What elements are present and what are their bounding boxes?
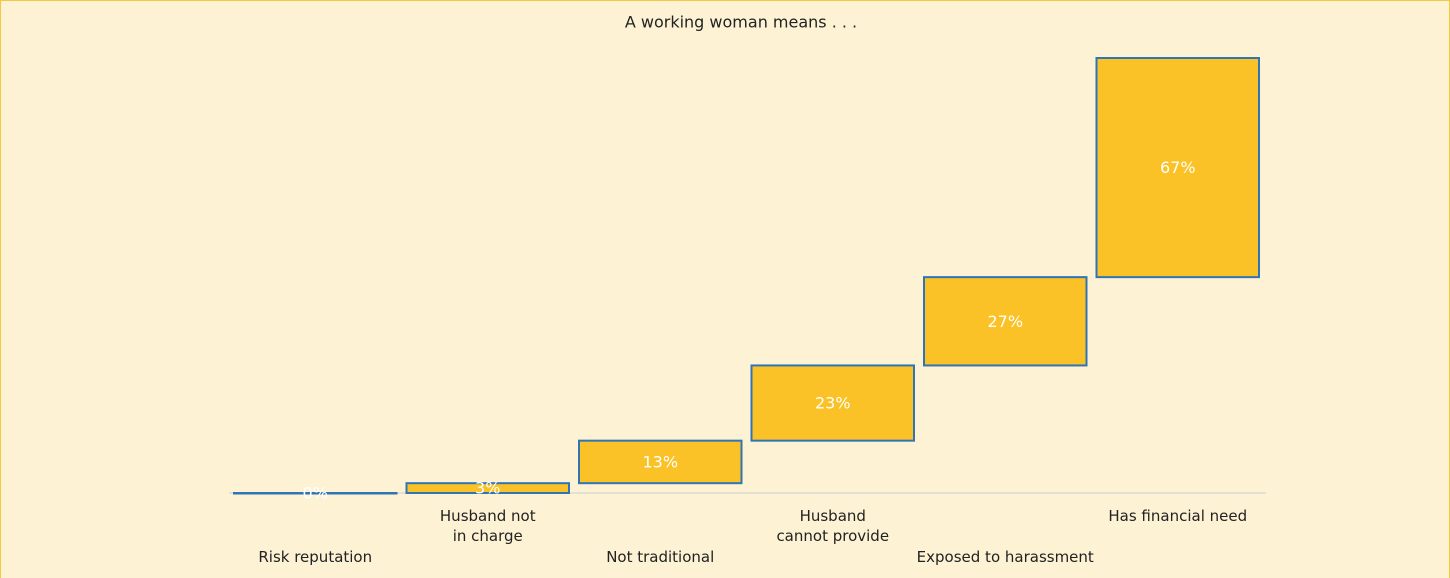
bar	[1095, 57, 1260, 279]
x-tick-label: Not traditional	[606, 548, 715, 566]
x-tick-label: Husband cannot provide	[776, 507, 890, 545]
data-label: 13%	[642, 452, 678, 471]
data-label: 23%	[815, 394, 851, 413]
data-label: 27%	[987, 312, 1023, 331]
bar	[578, 439, 743, 485]
bar	[233, 492, 398, 495]
data-label: 67%	[1160, 158, 1196, 177]
chart-title: A working woman means . . .	[625, 13, 857, 32]
x-tick-label: Risk reputation	[258, 548, 373, 566]
bar	[923, 276, 1088, 367]
bar	[405, 482, 570, 494]
bar	[750, 364, 915, 442]
x-tick-label: Husband not in charge	[439, 507, 536, 545]
x-tick-label: Exposed to harassment	[916, 548, 1094, 566]
x-tick-label: Has financial need	[1108, 507, 1248, 525]
data-label: 0%	[303, 484, 328, 503]
data-label: 3%	[475, 479, 500, 498]
